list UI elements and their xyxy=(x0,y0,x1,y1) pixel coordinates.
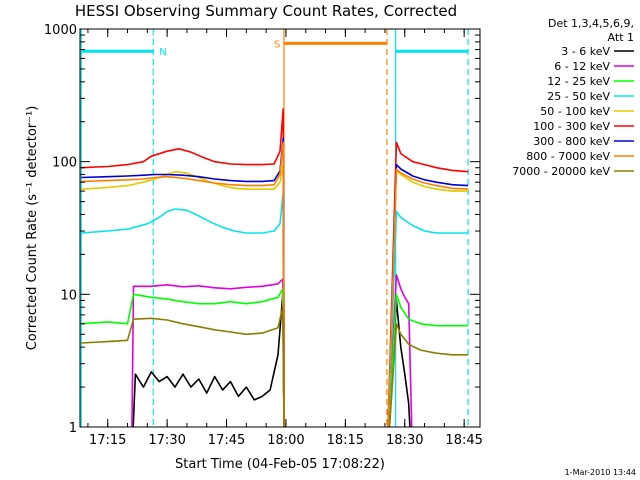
legend-label-0: 3 - 6 keV xyxy=(561,45,610,58)
legend-label-2: 12 - 25 keV xyxy=(547,75,610,88)
series-line-2 xyxy=(81,287,469,427)
y-axis-label: Corrected Count Rate (s⁻¹ detector⁻¹) xyxy=(25,106,40,351)
series-line-1 xyxy=(131,274,413,427)
series-line-5 xyxy=(81,108,469,427)
x-axis-label: Start Time (04-Feb-05 17:08:22) xyxy=(175,457,385,472)
legend-label-5: 100 - 300 keV xyxy=(533,120,610,133)
series-layer xyxy=(81,108,469,427)
legend-header-1: Att 1 xyxy=(608,31,634,44)
legend-header-0: Det 1,3,4,5,6,9, xyxy=(548,17,634,30)
x-tick-label-3: 18:00 xyxy=(267,433,304,448)
x-tick-label-6: 18:45 xyxy=(445,433,482,448)
legend-label-1: 6 - 12 keV xyxy=(554,60,610,73)
legend-label-7: 800 - 7000 keV xyxy=(526,150,610,163)
x-tick-label-1: 17:30 xyxy=(148,433,185,448)
x-tick-label-0: 17:15 xyxy=(89,433,126,448)
y-axis: 1 10 100 1000 xyxy=(44,23,480,436)
legend-label-8: 7000 - 20000 keV xyxy=(512,165,610,178)
series-line-4 xyxy=(81,163,469,427)
y-tick-label-1: 10 xyxy=(60,288,77,303)
series-line-6 xyxy=(81,137,469,427)
legend-label-6: 300 - 800 keV xyxy=(533,135,610,148)
plot-frame xyxy=(79,28,481,428)
legend-label-4: 50 - 100 keV xyxy=(540,105,610,118)
series-line-0 xyxy=(132,293,411,427)
y-tick-label-0: 1 xyxy=(69,421,77,436)
interval-label-0: N xyxy=(159,47,166,58)
x-tick-label-2: 17:45 xyxy=(208,433,245,448)
footer-timestamp: 1-Mar-2010 13:44 xyxy=(565,468,636,477)
legend: Det 1,3,4,5,6,9,Att 13 - 6 keV 6 - 12 keV… xyxy=(512,17,634,178)
interval-label-1: S xyxy=(274,39,280,50)
y-tick-label-2: 100 xyxy=(52,156,77,171)
x-axis: 17:15 17:30 17:45 18:00 18:15 18:30 18:45 xyxy=(87,29,483,448)
y-tick-label-3: 1000 xyxy=(44,23,77,38)
chart-title: HESSI Observing Summary Count Rates, Cor… xyxy=(75,2,457,20)
series-line-3 xyxy=(81,192,469,427)
series-line-8 xyxy=(81,306,469,427)
x-tick-label-5: 18:30 xyxy=(386,433,423,448)
series-line-7 xyxy=(81,141,469,427)
x-tick-label-4: 18:15 xyxy=(327,433,364,448)
legend-label-3: 25 - 50 keV xyxy=(547,90,610,103)
